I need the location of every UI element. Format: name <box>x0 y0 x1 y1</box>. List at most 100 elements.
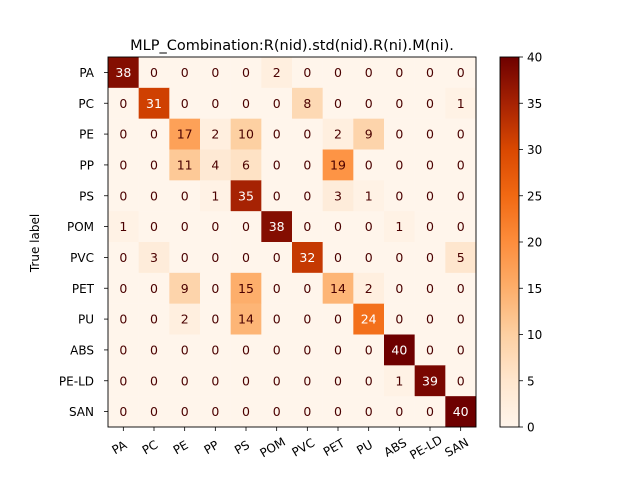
heatmap-cell <box>384 365 415 397</box>
heatmap-cell <box>169 180 201 212</box>
cell-value-label: 0 <box>303 342 311 357</box>
heatmap-cell <box>384 57 415 89</box>
cell-value-label: 0 <box>365 219 373 234</box>
heatmap-cell <box>353 365 385 397</box>
cell-value-label: 3 <box>150 250 158 265</box>
cell-value-label: 2 <box>181 312 189 327</box>
colorbar-tick-label: 5 <box>527 374 535 388</box>
heatmap-cell <box>414 149 446 181</box>
heatmap-cell <box>445 303 477 335</box>
cell-value-label: 0 <box>211 342 219 357</box>
y-tick-label: PC <box>78 97 94 111</box>
colorbar-tick-label: 15 <box>527 282 542 296</box>
cell-value-label: 0 <box>119 342 127 357</box>
heatmap-cell <box>230 87 262 119</box>
heatmap-cell <box>200 211 231 243</box>
x-tick-label: PVC <box>290 436 318 460</box>
heatmap-cell <box>261 149 293 181</box>
heatmap-cell <box>261 87 293 119</box>
heatmap-cell <box>322 303 354 335</box>
heatmap-cell <box>261 396 293 428</box>
y-tick-label: POM <box>67 220 94 234</box>
cell-value-label: 14 <box>330 281 346 296</box>
heatmap-cell <box>414 118 446 150</box>
heatmap-cell <box>414 396 446 428</box>
cell-value-label: 0 <box>150 373 158 388</box>
colorbar-tick-label: 35 <box>527 97 542 111</box>
heatmap-cell <box>322 396 354 428</box>
cell-value-label: 0 <box>242 96 250 111</box>
cell-value-label: 0 <box>150 281 158 296</box>
colorbar-tick-label: 40 <box>527 51 542 65</box>
heatmap-cell <box>384 118 415 150</box>
cell-value-label: 1 <box>395 219 403 234</box>
heatmap-cell <box>138 365 170 397</box>
cell-value-label: 0 <box>119 188 127 203</box>
cell-value-label: 0 <box>211 373 219 388</box>
heatmap-cells <box>108 57 477 428</box>
heatmap-cell <box>200 396 231 428</box>
cell-value-label: 0 <box>150 219 158 234</box>
heatmap-cell <box>353 211 385 243</box>
cell-value-label: 0 <box>426 188 434 203</box>
heatmap-cell <box>230 334 262 366</box>
heatmap-cell <box>445 365 477 397</box>
heatmap-cell <box>292 365 323 397</box>
heatmap-cell <box>108 242 139 274</box>
cell-value-label: 14 <box>238 312 254 327</box>
heatmap-cell <box>261 365 293 397</box>
y-tick-label: SAN <box>69 405 94 419</box>
cell-value-label: 0 <box>211 404 219 419</box>
heatmap-cell <box>292 303 323 335</box>
cell-value-label: 1 <box>365 188 373 203</box>
heatmap-cell <box>230 57 262 89</box>
heatmap-cell <box>322 149 354 181</box>
cell-value-label: 0 <box>181 96 189 111</box>
cell-value-label: 0 <box>273 342 281 357</box>
heatmap-cell <box>384 334 415 366</box>
plot-frame <box>107 56 477 428</box>
cell-value-label: 0 <box>181 404 189 419</box>
cell-value-label: 0 <box>273 188 281 203</box>
heatmap-cell <box>169 118 201 150</box>
cell-value-label: 0 <box>457 157 465 172</box>
cell-value-label: 0 <box>181 373 189 388</box>
heatmap-cell <box>138 396 170 428</box>
cell-value-label: 0 <box>273 373 281 388</box>
heatmap-cell <box>414 57 446 89</box>
cell-value-label: 0 <box>242 404 250 419</box>
heatmap-cell <box>108 118 139 150</box>
cell-value-label: 0 <box>303 281 311 296</box>
heatmap-cell <box>108 334 139 366</box>
heatmap-cell <box>169 87 201 119</box>
x-tick-label: PS <box>232 438 252 458</box>
cell-value-label: 40 <box>391 342 407 357</box>
chart-title: MLP_Combination:R(nid).std(nid).R(ni).M(… <box>130 38 454 54</box>
cell-value-label: 0 <box>303 373 311 388</box>
cell-value-label: 0 <box>334 312 342 327</box>
cell-value-label: 0 <box>426 312 434 327</box>
cell-value-label: 0 <box>273 312 281 327</box>
cell-value-label: 0 <box>119 404 127 419</box>
y-tick-label: PVC <box>70 251 94 265</box>
heatmap-cell <box>445 396 477 428</box>
heatmap-cell <box>138 242 170 274</box>
colorbar-tick-label: 0 <box>527 421 535 435</box>
cell-value-label: 0 <box>273 404 281 419</box>
cell-value-label: 6 <box>242 157 250 172</box>
heatmap-cell <box>414 272 446 304</box>
cell-value-label: 0 <box>242 219 250 234</box>
cell-value-label: 0 <box>395 404 403 419</box>
cell-value-label: 19 <box>330 157 346 172</box>
cell-value-label: 0 <box>303 188 311 203</box>
heatmap-cell <box>414 211 446 243</box>
cell-value-label: 1 <box>395 373 403 388</box>
cell-value-label: 1 <box>119 219 127 234</box>
cell-value-label: 35 <box>238 188 254 203</box>
heatmap-cell <box>108 272 139 304</box>
heatmap-cell <box>108 303 139 335</box>
cell-value-label: 0 <box>119 250 127 265</box>
heatmap-cell <box>108 87 139 119</box>
heatmap-cell <box>414 334 446 366</box>
cell-value-label: 15 <box>238 281 254 296</box>
